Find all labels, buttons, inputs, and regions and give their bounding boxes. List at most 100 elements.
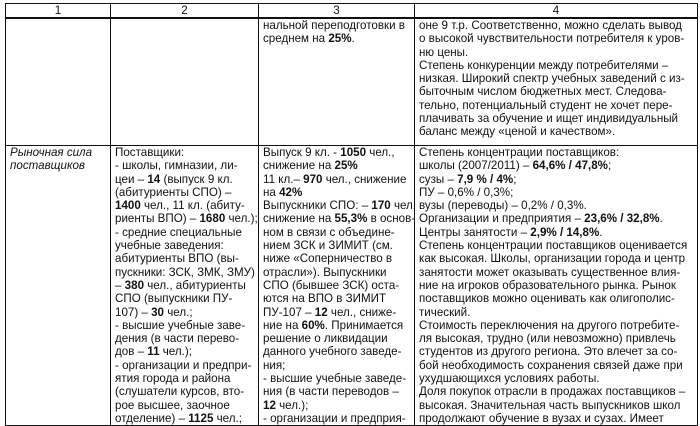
text-segment: чел., 11 кл. (абиту- <box>140 199 245 213</box>
text-segment: ния; <box>263 358 286 372</box>
text-line: баланс между «ценой и качеством». <box>419 125 693 138</box>
bold-value: 60% <box>301 318 325 332</box>
text-line: решение о ликвидации <box>263 332 410 345</box>
text-segment: бой необходимость сохранения связей даже… <box>419 358 683 372</box>
text-segment: решение о ликвидации <box>263 332 388 346</box>
text-line: низкая. Широкий спектр учебных заведений… <box>419 72 693 85</box>
text-line: сузы – 7,9 % / 4%; <box>419 173 693 186</box>
text-segment: чел., снижение <box>322 172 407 186</box>
text-segment: поставщиков <box>10 159 85 173</box>
text-segment: - организации и предприя- <box>263 411 406 425</box>
text-line: ние на игроков образовательного рынка. Р… <box>419 279 693 292</box>
text-line: бой необходимость сохранения связей даже… <box>419 359 693 372</box>
text-line: Степень концентрации поставщиков оценива… <box>419 239 693 252</box>
bold-value: 2,9% / 14,8% <box>530 225 600 239</box>
text-segment: Доля покупок отрасли в продажах поставщи… <box>419 385 686 399</box>
text-line: - организации и предприя- <box>263 412 410 425</box>
bold-value: 30 <box>151 305 165 319</box>
text-segment: цеи – <box>115 172 148 186</box>
text-segment: Поставщики: <box>115 146 185 159</box>
text-segment: Выпускники СПО: – <box>263 199 372 213</box>
text-line: дов – 11 чел.); <box>115 345 254 358</box>
text-line: пускники: ЗСК, ЗМК, ЗМУ) <box>115 266 255 279</box>
text-segment: чел.); <box>275 398 309 412</box>
text-line: 1400 чел., 11 кл. (абиту- <box>115 199 254 212</box>
bold-value: 14 <box>147 172 161 186</box>
text-segment: Рыночная сила <box>10 146 93 159</box>
text-segment: ПУ-107 – <box>263 305 315 319</box>
analysis-table: 1 2 3 4 нальной переподготовки в среднем … <box>5 3 698 426</box>
text-segment: ля высокая, трудно (или невозможно) прив… <box>419 332 676 346</box>
text-line: 11 кл.– 970 чел., снижение <box>263 173 410 186</box>
text-line: школы (2007/2011) – 64,6% / 47,8%; <box>419 159 693 172</box>
text-segment: плачивать за обучение и ищет индивидуаль… <box>419 112 679 126</box>
column-header-4: 4 <box>414 3 698 19</box>
text-line: ются на ВПО в ЗИМИТ <box>263 292 410 305</box>
bold-value: 55,3% <box>334 212 368 226</box>
text-line: быточным числом бюджетных мест. Следова- <box>419 85 693 98</box>
text-segment: (выпуск 9 кл. <box>160 172 233 186</box>
text-segment: снижение на <box>263 159 335 173</box>
text-segment: ние на игроков образовательного рынка. Р… <box>419 278 676 292</box>
text-line: тельно, потенциальный студент не хочет п… <box>419 99 693 112</box>
text-line: высокая. Значительная часть выпускников … <box>419 399 693 412</box>
text-line: студентов из другого региона. Это влечет… <box>419 345 693 358</box>
text-line: дения (в части перево- <box>115 332 254 345</box>
bold-value: 12 <box>314 305 328 319</box>
text-line: СПО (бывшее ЗСК) оста- <box>263 279 410 292</box>
text-segment: ются на ВПО в ЗИМИТ <box>263 292 387 306</box>
text-segment: (абитуриенты СПО) – <box>115 185 232 199</box>
text-line: на 42% <box>263 186 410 199</box>
text-segment: Степень концентрации поставщиков оценива… <box>419 239 688 253</box>
text-segment: ню цены. <box>419 45 469 59</box>
bold-value: 23,6% / 32,8% <box>584 212 660 226</box>
column-header-1: 1 <box>5 3 111 19</box>
text-line: оне 9 т.р. Соответственно, можно сделать… <box>419 19 693 32</box>
text-segment: - высшие учебные заве- <box>115 318 246 332</box>
cell-actors <box>110 17 259 146</box>
text-segment: чел.; <box>213 411 242 425</box>
text-line: плачивать за обучение и ищет индивидуаль… <box>419 112 693 125</box>
text-segment: ния (в части переводов – <box>263 385 399 399</box>
text-segment: ниже «Соперничество в <box>263 252 393 266</box>
text-segment: чел., <box>393 199 414 213</box>
text-segment: СПО (бывшее ЗСК) оста- <box>263 278 400 292</box>
text-segment: абитуриенты ВПО (вы- <box>115 252 239 266</box>
text-line: (абитуриенты СПО) – <box>115 186 254 199</box>
text-segment: отрасли»). Выпускники <box>263 265 387 279</box>
text-line: поставщиков <box>10 159 106 172</box>
text-line: Стоимость переключения на другого потреб… <box>419 319 693 332</box>
bold-value: 64,6% / 47,8% <box>532 159 608 173</box>
text-line: вузы (переводы) – 0,2% / 0,3%. <box>419 199 693 212</box>
text-line: Организации и предприятия – 23,6% / 32,8… <box>419 212 693 225</box>
header-row: 1 2 3 4 <box>5 3 698 19</box>
text-segment: продолжают обучение в вузах и сузах. Име… <box>419 411 664 425</box>
text-segment: баланс между «ценой и качеством». <box>419 125 616 139</box>
cell-actors: Поставщики: - школы, гимназии, ли-цеи – 1… <box>110 144 259 426</box>
text-segment: дов – <box>115 345 148 359</box>
text-line: - средние специальные <box>115 226 254 239</box>
text-line: нием ЗСК и ЗИМИТ (см. <box>263 239 410 252</box>
text-line: 12 чел.); <box>263 399 410 412</box>
text-line: 107) – 30 чел.; <box>115 306 254 319</box>
text-line: - школы, гимназии, ли- <box>115 159 254 172</box>
text-segment: - средние специальные <box>115 225 242 239</box>
text-segment: СПО (выпускники ПУ- <box>115 292 233 306</box>
bold-value: 170 <box>371 199 391 213</box>
text-line: отрасли»). Выпускники <box>263 266 410 279</box>
text-line: (слушатели курсов, вто- <box>115 385 254 398</box>
bold-value: 380 <box>124 278 145 292</box>
text-segment: оне 9 т.р. Соответственно, можно сделать… <box>419 19 682 32</box>
bold-value: 12 <box>263 398 276 412</box>
text-segment: сузы – <box>419 172 458 186</box>
text-segment: - организации и предпри- <box>115 358 252 372</box>
text-segment: данного учебного заведе- <box>263 345 402 359</box>
column-header-2: 2 <box>110 3 259 19</box>
text-segment: Выпуск 9 кл. - <box>263 146 341 159</box>
text-segment: чел.); <box>159 345 192 359</box>
text-segment: . <box>659 212 663 226</box>
bold-value: 11 <box>147 345 160 359</box>
text-line: Поставщики: <box>115 146 254 160</box>
text-segment: нальной переподготовки в <box>263 19 405 32</box>
text-segment: ятия города и района <box>115 372 231 386</box>
